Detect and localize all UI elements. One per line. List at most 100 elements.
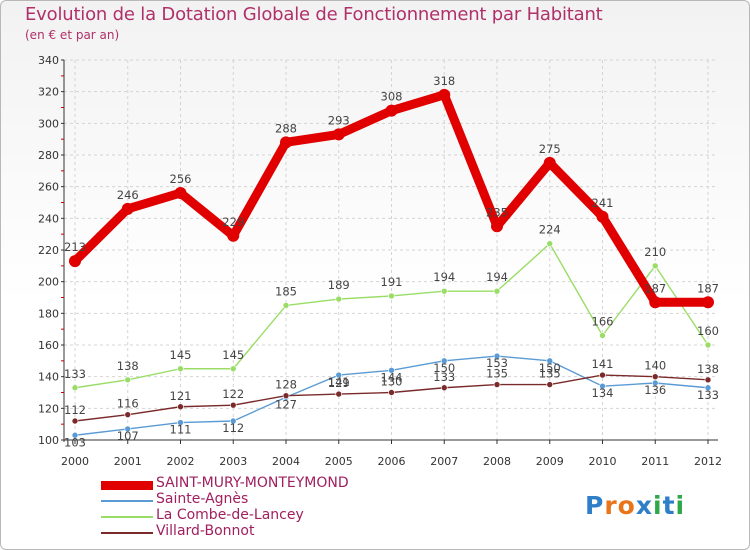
data-point bbox=[651, 262, 659, 270]
data-label: 135 bbox=[486, 367, 508, 381]
logo-letter: i bbox=[653, 491, 663, 520]
data-point bbox=[599, 371, 606, 379]
proxiti-logo: Proxiti bbox=[585, 491, 685, 520]
data-label: 308 bbox=[381, 90, 403, 104]
data-label: 224 bbox=[539, 223, 561, 237]
data-point bbox=[543, 156, 556, 169]
data-point bbox=[438, 88, 451, 101]
y-tick-label: 240 bbox=[38, 212, 59, 225]
data-label: 153 bbox=[486, 356, 508, 370]
data-point bbox=[651, 373, 659, 380]
y-tick-label: 180 bbox=[38, 307, 59, 320]
data-point bbox=[388, 292, 395, 300]
data-label: 112 bbox=[64, 403, 86, 417]
data-label: 121 bbox=[170, 389, 192, 403]
data-point bbox=[71, 384, 79, 392]
data-point bbox=[229, 365, 237, 373]
data-point bbox=[546, 357, 554, 365]
data-point bbox=[599, 382, 606, 390]
data-label: 288 bbox=[275, 121, 297, 135]
data-label: 187 bbox=[644, 281, 666, 295]
y-tick-label: 200 bbox=[38, 276, 59, 289]
data-label: 116 bbox=[117, 397, 139, 411]
x-tick-label: 2005 bbox=[325, 455, 353, 468]
data-point bbox=[388, 367, 395, 374]
data-label: 144 bbox=[381, 370, 403, 384]
data-point bbox=[124, 425, 132, 433]
data-label: 145 bbox=[222, 348, 244, 362]
data-label: 185 bbox=[275, 284, 297, 298]
data-label: 229 bbox=[222, 215, 244, 229]
data-point bbox=[335, 295, 343, 303]
series-sainte-agn-s bbox=[71, 352, 712, 439]
data-label: 210 bbox=[644, 245, 666, 259]
data-label: 129 bbox=[328, 376, 350, 390]
data-labels-1: 103 107 111 112 127 141 144 150 153 150 134 136 133 bbox=[64, 356, 719, 449]
data-point bbox=[177, 419, 184, 426]
y-tick-label: 340 bbox=[38, 54, 59, 67]
legend-label: La Combe-de-Lancey bbox=[156, 507, 304, 523]
data-point bbox=[229, 401, 237, 409]
data-point bbox=[71, 417, 79, 425]
logo-letter: t bbox=[662, 491, 676, 520]
data-labels-2: 133 138 145 145 185 189 191 194 194 224 166 210 160 bbox=[64, 223, 719, 381]
data-point bbox=[493, 381, 501, 388]
x-axis-ticks: 2000 2001 2002 2003 2004 2005 2006 2007 2008 2009… bbox=[61, 440, 722, 468]
data-label: 256 bbox=[170, 172, 192, 186]
data-point bbox=[177, 403, 184, 411]
data-point bbox=[177, 365, 184, 373]
data-point bbox=[702, 296, 714, 309]
chart-title: Evolution de la Dotation Globale de Fonc… bbox=[25, 4, 603, 25]
data-label: 160 bbox=[697, 324, 719, 338]
data-label: 213 bbox=[64, 240, 86, 254]
data-point bbox=[704, 384, 712, 392]
x-tick-label: 2004 bbox=[272, 455, 300, 468]
data-labels-3: 112 116 121 122 128 129 130 133 135 135 141 140 138 bbox=[64, 357, 719, 417]
data-point bbox=[335, 371, 343, 379]
legend-label: SAINT-MURY-MONTEYMOND bbox=[156, 475, 349, 491]
data-point bbox=[546, 240, 554, 247]
data-point bbox=[440, 287, 448, 295]
data-label: 140 bbox=[644, 359, 666, 373]
data-label: 235 bbox=[486, 205, 508, 219]
x-tick-label: 2008 bbox=[483, 455, 511, 468]
data-point bbox=[280, 136, 292, 149]
data-point bbox=[546, 381, 554, 388]
data-label: 141 bbox=[592, 357, 614, 371]
data-label: 107 bbox=[117, 429, 139, 443]
x-tick-label: 2002 bbox=[167, 455, 195, 468]
data-label: 189 bbox=[328, 278, 350, 292]
data-point bbox=[335, 390, 343, 398]
data-label: 111 bbox=[170, 423, 192, 437]
data-label: 135 bbox=[539, 367, 561, 381]
data-label: 191 bbox=[381, 275, 403, 289]
data-label: 133 bbox=[64, 367, 86, 381]
data-point bbox=[282, 302, 290, 309]
data-label: 194 bbox=[486, 270, 508, 284]
data-label: 318 bbox=[433, 74, 455, 88]
y-axis-ticks: 100 120 140 160 180 200 220 240 260 280 300 320 340 bbox=[38, 54, 64, 447]
legend-swatch bbox=[101, 516, 153, 518]
data-point bbox=[599, 332, 606, 339]
x-tick-label: 2007 bbox=[430, 455, 458, 468]
data-point bbox=[229, 417, 237, 425]
data-point bbox=[282, 392, 290, 399]
data-point bbox=[124, 411, 132, 418]
y-tick-label: 220 bbox=[38, 244, 59, 257]
data-label: 293 bbox=[328, 113, 350, 127]
data-label: 112 bbox=[222, 421, 244, 435]
logo-letter: r bbox=[604, 491, 618, 520]
y-tick-label: 260 bbox=[38, 181, 59, 194]
data-label: 138 bbox=[117, 359, 139, 373]
data-labels-0: 213 246 256 229 288 293 308 318 235 275 241 187 187 bbox=[64, 74, 719, 295]
data-label: 150 bbox=[539, 361, 561, 375]
data-label: 122 bbox=[222, 387, 244, 401]
data-label: 166 bbox=[592, 315, 614, 329]
data-point bbox=[491, 220, 503, 233]
data-point bbox=[71, 431, 79, 439]
data-point bbox=[596, 210, 609, 223]
data-label: 275 bbox=[539, 142, 561, 156]
legend-swatch bbox=[101, 480, 153, 490]
